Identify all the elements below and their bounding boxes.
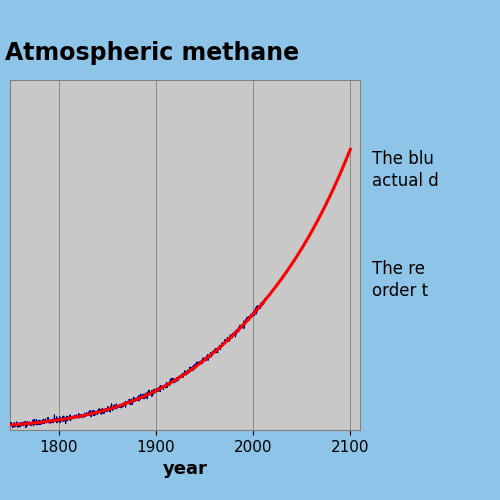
Text: actual d: actual d [372,172,440,190]
Text: The blu: The blu [372,150,434,168]
Text: The re: The re [372,260,426,278]
X-axis label: year: year [162,460,208,478]
Text: Atmospheric methane: Atmospheric methane [5,41,299,65]
Text: order t: order t [372,282,428,300]
